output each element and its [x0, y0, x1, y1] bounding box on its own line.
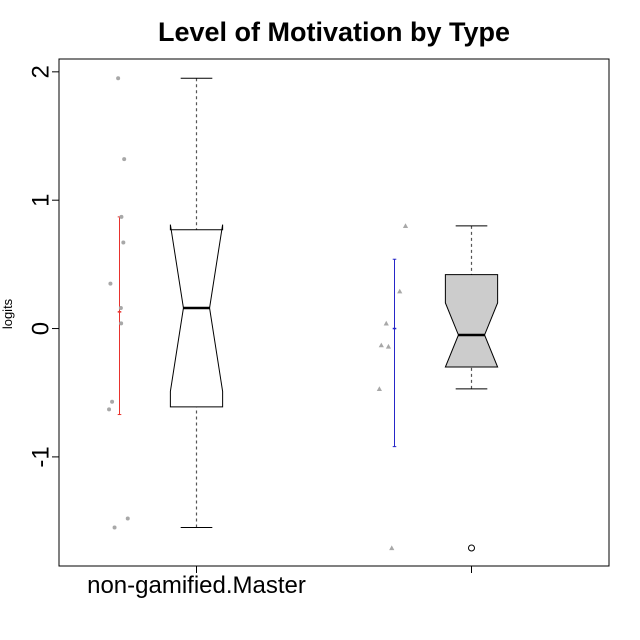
data-point	[118, 306, 123, 311]
data-point	[119, 321, 124, 326]
data-point	[116, 76, 121, 81]
plot-frame	[58, 58, 610, 567]
data-point	[112, 525, 117, 530]
data-point	[389, 545, 395, 551]
y-tick-label: -1	[28, 446, 55, 467]
data-point	[376, 386, 382, 391]
data-point	[383, 320, 389, 326]
data-point	[110, 399, 115, 404]
data-point	[121, 240, 126, 245]
y-axis-label: logits	[0, 298, 15, 329]
data-point	[125, 516, 130, 521]
data-point	[122, 157, 127, 162]
outlier-point	[468, 544, 475, 552]
data-point	[402, 223, 409, 228]
chart-title: Level of Motivation by Type	[158, 17, 510, 47]
x-tick-label: non-gamified.Master	[87, 572, 306, 599]
box	[444, 274, 499, 368]
y-tick-label: 1	[28, 194, 55, 207]
data-point	[119, 214, 124, 219]
y-tick-label: 2	[28, 65, 55, 78]
data-point	[378, 342, 384, 348]
data-point	[397, 288, 403, 294]
data-point	[108, 281, 113, 286]
box	[169, 224, 224, 408]
y-tick-label: 0	[28, 322, 55, 335]
data-point	[107, 407, 112, 412]
data-point	[385, 343, 392, 349]
